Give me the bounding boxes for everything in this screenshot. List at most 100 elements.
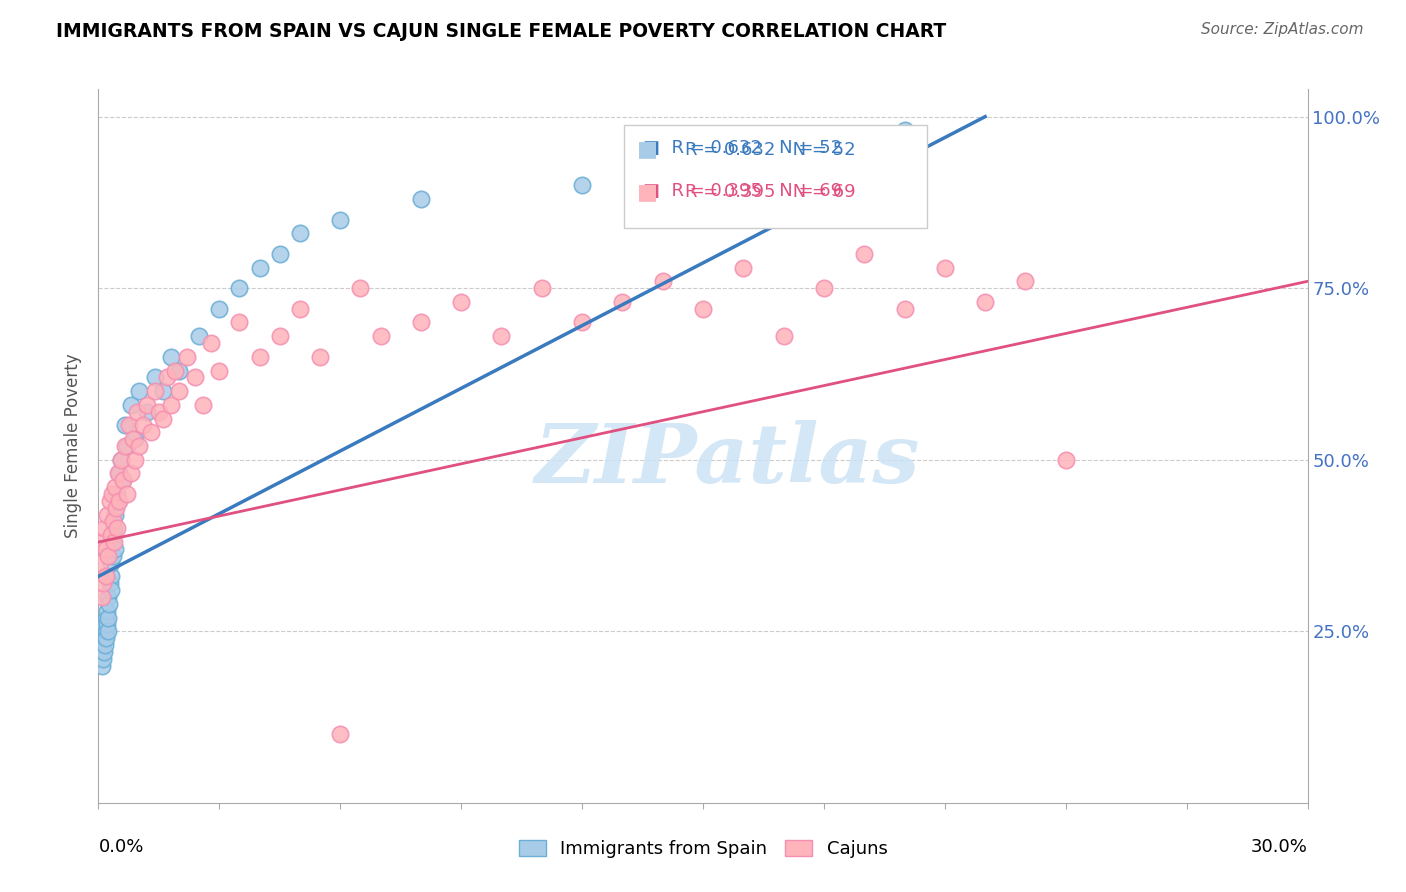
Point <box>90 658 112 673</box>
Point <box>813 281 835 295</box>
Point <box>160 398 183 412</box>
Point <box>132 418 155 433</box>
Text: 30.0%: 30.0% <box>1251 838 1308 855</box>
Point <box>167 363 190 377</box>
Point <box>1054 452 1077 467</box>
Point <box>100 583 122 598</box>
Text: Source: ZipAtlas.com: Source: ZipAtlas.com <box>1201 22 1364 37</box>
Point <box>94 638 117 652</box>
Point <box>93 617 115 632</box>
Text: 0.0%: 0.0% <box>98 838 143 855</box>
Point <box>893 123 915 137</box>
Point <box>450 294 472 309</box>
Y-axis label: Single Female Poverty: Single Female Poverty <box>65 354 83 538</box>
Point <box>409 192 432 206</box>
Point <box>110 452 132 467</box>
Point <box>143 384 166 398</box>
Point <box>96 631 118 645</box>
Point <box>571 178 593 193</box>
Point <box>893 301 915 316</box>
Point <box>96 610 118 624</box>
Point <box>934 260 956 275</box>
Point <box>176 350 198 364</box>
Point <box>97 624 120 639</box>
Point <box>148 405 170 419</box>
Point <box>139 425 162 440</box>
Point <box>651 274 673 288</box>
Point <box>370 329 392 343</box>
Text: R = 0.395   N = 69: R = 0.395 N = 69 <box>685 184 855 202</box>
Point <box>103 535 125 549</box>
Point <box>228 316 250 330</box>
Point <box>100 569 122 583</box>
Point <box>105 487 128 501</box>
Point <box>104 541 127 556</box>
Point <box>98 597 121 611</box>
Point <box>167 384 190 398</box>
Point <box>89 645 111 659</box>
Point <box>143 370 166 384</box>
Point <box>288 301 311 316</box>
Point <box>107 494 129 508</box>
Point <box>91 638 114 652</box>
Point <box>121 432 143 446</box>
Point <box>120 467 142 481</box>
Point <box>118 418 141 433</box>
Point <box>94 569 117 583</box>
Point <box>93 521 115 535</box>
Point <box>853 247 876 261</box>
Point <box>193 398 215 412</box>
Point <box>100 528 122 542</box>
Point <box>107 467 129 481</box>
Point <box>97 610 120 624</box>
Point <box>309 350 332 364</box>
Point <box>124 432 146 446</box>
Text: ■  R = 0.632   N = 52: ■ R = 0.632 N = 52 <box>643 139 842 157</box>
Point <box>249 350 271 364</box>
Point <box>249 260 271 275</box>
Point <box>90 590 112 604</box>
Point <box>772 329 794 343</box>
Point <box>208 301 231 316</box>
Point <box>188 329 211 343</box>
Point <box>107 467 129 481</box>
Point <box>288 227 311 241</box>
Text: IMMIGRANTS FROM SPAIN VS CAJUN SINGLE FEMALE POVERTY CORRELATION CHART: IMMIGRANTS FROM SPAIN VS CAJUN SINGLE FE… <box>56 22 946 41</box>
Point <box>329 212 352 227</box>
Point <box>100 556 122 570</box>
Point <box>208 363 231 377</box>
Point <box>105 521 128 535</box>
Point <box>115 439 138 453</box>
Point <box>974 294 997 309</box>
Point <box>349 281 371 295</box>
Point <box>124 452 146 467</box>
Point <box>114 418 136 433</box>
Point <box>103 508 125 522</box>
Point <box>103 521 125 535</box>
Point <box>97 590 120 604</box>
Text: R = 0.632   N = 52: R = 0.632 N = 52 <box>685 141 855 159</box>
Point <box>98 494 121 508</box>
Point <box>97 549 120 563</box>
Point <box>91 624 114 639</box>
Point <box>409 316 432 330</box>
Point <box>104 500 127 515</box>
Point <box>269 247 291 261</box>
Point <box>110 452 132 467</box>
Point <box>125 405 148 419</box>
Point <box>91 576 114 591</box>
Point <box>156 370 179 384</box>
Point <box>530 281 553 295</box>
Point <box>269 329 291 343</box>
Point <box>100 535 122 549</box>
Point <box>128 439 150 453</box>
Point <box>93 631 115 645</box>
Point <box>135 398 157 412</box>
Point <box>228 281 250 295</box>
Point <box>101 515 124 529</box>
Point <box>111 473 134 487</box>
Point <box>135 405 157 419</box>
Point <box>571 316 593 330</box>
Point <box>128 384 150 398</box>
Point <box>491 329 513 343</box>
